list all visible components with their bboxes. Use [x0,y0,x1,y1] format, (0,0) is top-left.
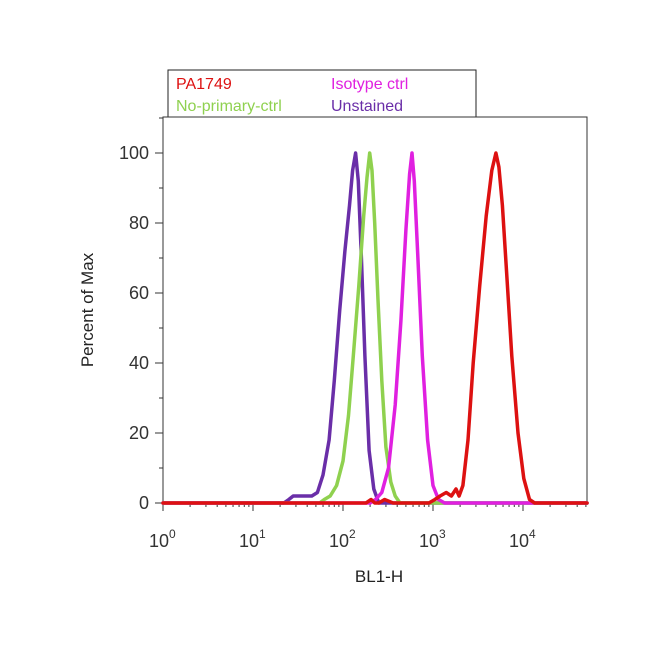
y-tick-label: 80 [129,213,149,233]
x-tick-base: 10 [149,531,169,551]
legend-entry-1: Isotype ctrl [331,76,408,93]
y-axis-ticks: 0 20 40 60 80 100 [119,117,163,513]
x-tick-label: 104 [509,527,536,551]
series-line-isotype-ctrl [161,151,589,505]
x-tick-base: 10 [329,531,349,551]
x-tick-label: 100 [149,527,176,551]
series-line-pa1749 [161,151,589,505]
x-tick-exponent: 3 [439,527,446,541]
y-tick-label: 0 [139,493,149,513]
legend: PA1749 Isotype ctrl No-primary-ctrl Unst… [167,69,477,118]
y-axis-title: Percent of Max [78,252,97,367]
x-tick-label: 102 [329,527,356,551]
y-tick-label: 60 [129,283,149,303]
legend-entry-2: No-primary-ctrl [176,98,282,115]
series-line-unstained [161,151,589,505]
x-tick-exponent: 0 [169,527,176,541]
x-tick-label: 101 [239,527,266,551]
x-tick-exponent: 2 [349,527,356,541]
y-tick-label: 40 [129,353,149,373]
y-tick-label: 100 [119,143,149,163]
x-tick-base: 10 [509,531,529,551]
x-axis-title: BL1-H [355,567,403,586]
x-tick-exponent: 1 [259,527,266,541]
series-lines [161,151,589,505]
legend-entry-0: PA1749 [176,76,232,93]
legend-box [167,69,477,118]
x-tick-label: 103 [419,527,446,551]
legend-entry-3: Unstained [331,98,403,115]
x-tick-base: 10 [419,531,439,551]
x-tick-base: 10 [239,531,259,551]
x-tick-exponent: 4 [529,527,536,541]
y-tick-label: 20 [129,423,149,443]
